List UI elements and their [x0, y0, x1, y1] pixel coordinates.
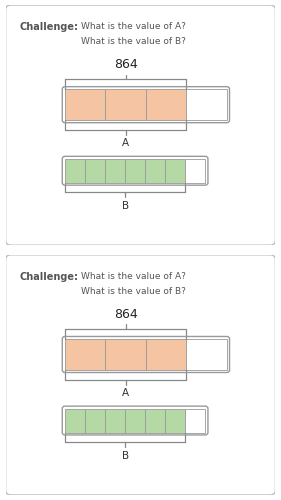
FancyBboxPatch shape: [6, 5, 275, 245]
Bar: [186, 339, 227, 370]
Text: What is the value of B?: What is the value of B?: [81, 38, 186, 46]
FancyBboxPatch shape: [6, 255, 275, 495]
Bar: [186, 89, 227, 120]
Text: What is the value of A?: What is the value of A?: [81, 22, 186, 31]
Bar: [65, 89, 105, 120]
Bar: [185, 158, 205, 182]
Text: What is the value of B?: What is the value of B?: [81, 287, 186, 296]
Bar: [165, 158, 185, 182]
Bar: [65, 158, 85, 182]
Bar: [125, 158, 145, 182]
Bar: [146, 339, 186, 370]
Text: Challenge:: Challenge:: [19, 22, 78, 32]
Text: What is the value of A?: What is the value of A?: [81, 272, 186, 280]
Bar: [146, 89, 186, 120]
Bar: [105, 158, 125, 182]
Bar: [65, 408, 85, 432]
Bar: [105, 408, 125, 432]
Bar: [145, 408, 165, 432]
Bar: [105, 89, 146, 120]
Bar: [125, 408, 145, 432]
Bar: [85, 158, 105, 182]
Bar: [65, 339, 105, 370]
Bar: [105, 339, 146, 370]
Text: B: B: [121, 201, 129, 211]
Bar: [85, 408, 105, 432]
Text: B: B: [121, 450, 129, 460]
Text: Challenge:: Challenge:: [19, 272, 78, 281]
Text: 864: 864: [114, 308, 137, 321]
Text: A: A: [122, 138, 129, 148]
Bar: [185, 408, 205, 432]
Bar: [165, 408, 185, 432]
Text: A: A: [122, 388, 129, 398]
Bar: [145, 158, 165, 182]
Text: 864: 864: [114, 58, 137, 71]
